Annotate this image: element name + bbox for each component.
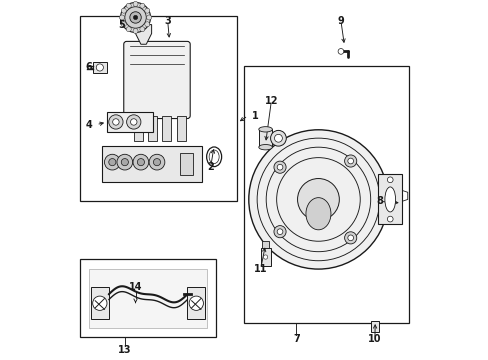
Bar (102, 146, 201, 182)
Circle shape (297, 179, 339, 220)
Ellipse shape (258, 127, 272, 132)
Circle shape (189, 296, 203, 310)
Text: 8: 8 (376, 197, 383, 206)
Circle shape (263, 255, 267, 259)
Text: 6: 6 (85, 63, 92, 72)
Bar (378, 175, 401, 224)
Circle shape (104, 154, 120, 170)
Circle shape (144, 22, 149, 27)
Circle shape (277, 164, 282, 170)
Circle shape (344, 155, 356, 167)
Circle shape (117, 154, 132, 170)
Bar (148, 116, 157, 141)
Circle shape (119, 15, 124, 20)
Text: 3: 3 (164, 16, 171, 26)
Ellipse shape (305, 198, 330, 230)
Bar (258, 129, 272, 147)
Circle shape (93, 296, 107, 310)
Circle shape (277, 229, 282, 234)
Circle shape (121, 3, 150, 32)
Ellipse shape (258, 144, 272, 150)
Circle shape (126, 115, 141, 129)
Circle shape (270, 130, 285, 146)
Circle shape (133, 28, 138, 33)
Circle shape (112, 119, 119, 125)
Bar (107, 112, 153, 132)
Circle shape (347, 158, 353, 164)
Text: 12: 12 (264, 96, 278, 107)
Circle shape (248, 130, 387, 269)
Circle shape (133, 1, 138, 6)
Circle shape (108, 115, 123, 129)
Circle shape (337, 49, 343, 54)
Text: 4: 4 (85, 120, 92, 130)
Text: 9: 9 (337, 16, 344, 26)
Circle shape (344, 232, 356, 244)
Bar (187, 287, 205, 319)
Circle shape (273, 226, 285, 238)
Text: 1: 1 (251, 111, 258, 121)
Bar (262, 241, 268, 248)
Bar (162, 116, 171, 141)
Bar (80, 258, 216, 337)
Circle shape (121, 158, 128, 166)
Circle shape (273, 161, 285, 173)
Text: 14: 14 (128, 282, 142, 292)
Text: 10: 10 (367, 334, 381, 344)
Bar (89, 269, 206, 328)
Circle shape (130, 119, 137, 125)
Text: 7: 7 (292, 334, 299, 344)
FancyBboxPatch shape (123, 41, 190, 118)
Bar (93, 62, 107, 73)
Bar (244, 66, 408, 323)
Circle shape (146, 15, 151, 20)
Circle shape (137, 158, 144, 166)
Bar (134, 116, 142, 141)
Circle shape (121, 8, 126, 13)
Circle shape (386, 177, 392, 183)
Text: 5: 5 (118, 19, 124, 30)
Bar (180, 153, 192, 175)
Circle shape (347, 235, 353, 241)
Text: 13: 13 (118, 345, 131, 355)
Circle shape (126, 27, 131, 32)
Polygon shape (135, 24, 151, 44)
Ellipse shape (384, 187, 395, 212)
Circle shape (133, 15, 138, 19)
Circle shape (149, 154, 164, 170)
Circle shape (144, 8, 149, 13)
Circle shape (274, 134, 282, 142)
Bar (370, 321, 378, 332)
Circle shape (124, 7, 146, 28)
Text: 2: 2 (207, 162, 214, 172)
Bar (80, 16, 237, 202)
Circle shape (386, 216, 392, 222)
Circle shape (126, 3, 131, 8)
Circle shape (130, 12, 141, 23)
Circle shape (133, 154, 148, 170)
Bar (176, 116, 185, 141)
Circle shape (121, 22, 126, 27)
Text: 11: 11 (253, 264, 267, 274)
Circle shape (96, 64, 103, 71)
Circle shape (140, 27, 144, 32)
Circle shape (108, 158, 116, 166)
Circle shape (140, 3, 144, 8)
Circle shape (153, 158, 160, 166)
Bar (260, 248, 270, 266)
Bar (91, 287, 108, 319)
